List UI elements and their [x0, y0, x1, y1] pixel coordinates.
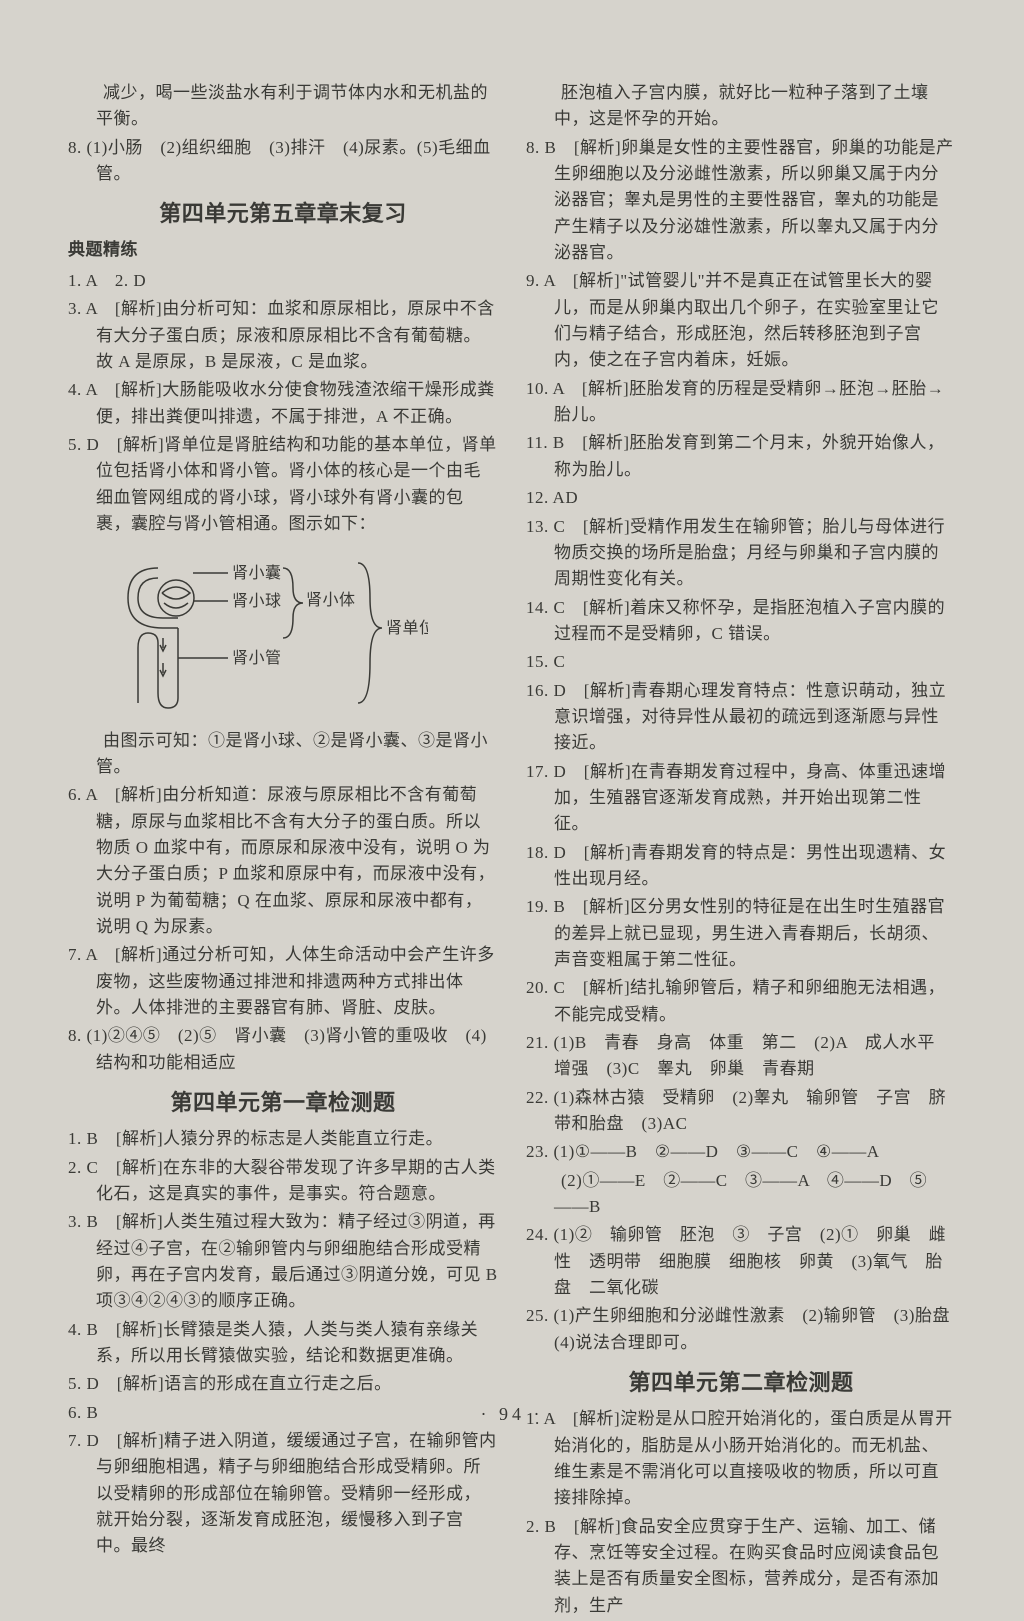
label-capsule: 肾小囊 — [232, 564, 282, 582]
s2-item-5: 5. D [解析]语言的形成在直立行走之后。 — [68, 1371, 498, 1397]
r-item-19: 19. B [解析]区分男女性别的特征是在出生时生殖器官的差异上就已显现，男生进… — [526, 894, 956, 973]
r-item-9: 9. A [解析]"试管婴儿"并不是真正在试管里长大的婴儿，而是从卵巢内取出几个… — [526, 268, 956, 373]
answer-item-8b: 8. (1)②④⑤ (2)⑤ 肾小囊 (3)肾小管的重吸收 (4)结构和功能相适… — [68, 1023, 498, 1076]
answer-item-3: 3. A [解析]由分析可知：血浆和原尿相比，原尿中不含有大分子蛋白质；尿液和原… — [68, 296, 498, 375]
s3-item-2: 2. B [解析]食品安全应贯穿于生产、运输、加工、储存、烹饪等安全过程。在购买… — [526, 1514, 956, 1619]
answer-item-1-2: 1. A 2. D — [68, 268, 498, 294]
r-item-18: 18. D [解析]青春期发育的特点是：男性出现遗精、女性出现月经。 — [526, 840, 956, 893]
nephron-svg: 肾小囊 肾小球 肾小管 肾小体 肾单位 — [108, 543, 428, 713]
two-column-layout: 减少，喝一些淡盐水有利于调节体内水和无机盐的平衡。 8. (1)小肠 (2)组织… — [68, 78, 956, 1621]
label-glomerulus: 肾小球 — [232, 592, 282, 610]
r-item-12: 12. AD — [526, 485, 956, 511]
r-item-22: 22. (1)森林古猿 受精卵 (2)睾丸 输卵管 子宫 脐带和胎盘 (3)AC — [526, 1085, 956, 1138]
label-nephron: 肾单位 — [386, 619, 428, 637]
r-item-23b: (2)①——E ②——C ③——A ④——D ⑤——B — [526, 1168, 956, 1221]
r-item-10: 10. A [解析]胚胎发育的历程是受精卵→胚泡→胚胎→胎儿。 — [526, 376, 956, 429]
section-title-unit4-ch2-test: 第四单元第二章检测题 — [526, 1366, 956, 1400]
s2-item-3: 3. B [解析]人类生殖过程大致为：精子经过③阴道，再经过④子宫，在②输卵管内… — [68, 1209, 498, 1314]
r-item-23a: 23. (1)①——B ②——D ③——C ④——A — [526, 1139, 956, 1165]
carry-over-text: 减少，喝一些淡盐水有利于调节体内水和无机盐的平衡。 — [68, 80, 498, 133]
r-item-17: 17. D [解析]在青春期发育过程中，身高、体重迅速增加，生殖器官逐渐发育成熟… — [526, 759, 956, 838]
r-item-21: 21. (1)B 青春 身高 体重 第二 (2)A 成人水平 增强 (3)C 睾… — [526, 1030, 956, 1083]
page: 减少，喝一些淡盐水有利于调节体内水和无机盐的平衡。 8. (1)小肠 (2)组织… — [0, 0, 1024, 1453]
answer-item-8: 8. (1)小肠 (2)组织细胞 (3)排汗 (4)尿素。(5)毛细血管。 — [68, 135, 498, 188]
left-column: 减少，喝一些淡盐水有利于调节体内水和无机盐的平衡。 8. (1)小肠 (2)组织… — [68, 78, 498, 1621]
r-cont-0: 胚泡植入子宫内膜，就好比一粒种子落到了土壤中，这是怀孕的开始。 — [526, 80, 956, 133]
section-title-unit4-ch1-test: 第四单元第一章检测题 — [68, 1086, 498, 1120]
page-number: · 94 · — [0, 1404, 1024, 1425]
s2-item-7: 7. D [解析]精子进入阴道，缓缓通过子宫，在输卵管内与卵细胞相遇，精子与卵细… — [68, 1428, 498, 1560]
answer-item-7: 7. A [解析]通过分析可知，人体生命活动中会产生许多废物，这些废物通过排泄和… — [68, 942, 498, 1021]
label-tubule: 肾小管 — [232, 649, 282, 667]
nephron-diagram: 肾小囊 肾小球 肾小管 肾小体 肾单位 — [108, 543, 498, 721]
r-item-14: 14. C [解析]着床又称怀孕，是指胚泡植入子宫内膜的过程而不是受精卵，C 错… — [526, 595, 956, 648]
subsection-title: 典题精练 — [68, 237, 498, 263]
r-item-24: 24. (1)② 输卵管 胚泡 ③ 子宫 (2)① 卵巢 雌性 透明带 细胞膜 … — [526, 1222, 956, 1301]
s2-item-1: 1. B [解析]人猿分界的标志是人类能直立行走。 — [68, 1126, 498, 1152]
section-title-unit4-ch5-review: 第四单元第五章章末复习 — [68, 197, 498, 231]
r-item-20: 20. C [解析]结扎输卵管后，精子和卵细胞无法相遇，不能完成受精。 — [526, 975, 956, 1028]
label-renal-corpuscle: 肾小体 — [306, 591, 356, 609]
r-item-25: 25. (1)产生卵细胞和分泌雌性激素 (2)输卵管 (3)胎盘 (4)说法合理… — [526, 1303, 956, 1356]
answer-item-4: 4. A [解析]大肠能吸收水分使食物残渣浓缩干燥形成粪便，排出粪便叫排遗，不属… — [68, 377, 498, 430]
answer-item-6: 6. A [解析]由分析知道：尿液与原尿相比不含有葡萄糖，原尿与血浆相比不含有大… — [68, 782, 498, 940]
r-item-15: 15. C — [526, 649, 956, 675]
r-item-8: 8. B [解析]卵巢是女性的主要性器官，卵巢的功能是产生卵细胞以及分泌雌性激素… — [526, 135, 956, 267]
answer-item-5: 5. D [解析]肾单位是肾脏结构和功能的基本单位，肾单位包括肾小体和肾小管。肾… — [68, 432, 498, 537]
r-item-11: 11. B [解析]胚胎发育到第二个月末，外貌开始像人，称为胎儿。 — [526, 430, 956, 483]
s2-item-2: 2. C [解析]在东非的大裂谷带发现了许多早期的古人类化石，这是真实的事件，是… — [68, 1155, 498, 1208]
right-column: 胚泡植入子宫内膜，就好比一粒种子落到了土壤中，这是怀孕的开始。 8. B [解析… — [526, 78, 956, 1621]
r-item-13: 13. C [解析]受精作用发生在输卵管；胎儿与母体进行物质交换的场所是胎盘；月… — [526, 514, 956, 593]
s2-item-4: 4. B [解析]长臂猿是类人猿，人类与类人猿有亲缘关系，所以用长臂猿做实验，结… — [68, 1317, 498, 1370]
diagram-caption: 由图示可知：①是肾小球、②是肾小囊、③是肾小管。 — [68, 728, 498, 781]
r-item-16: 16. D [解析]青春期心理发育特点：性意识萌动，独立意识增强，对待异性从最初… — [526, 678, 956, 757]
